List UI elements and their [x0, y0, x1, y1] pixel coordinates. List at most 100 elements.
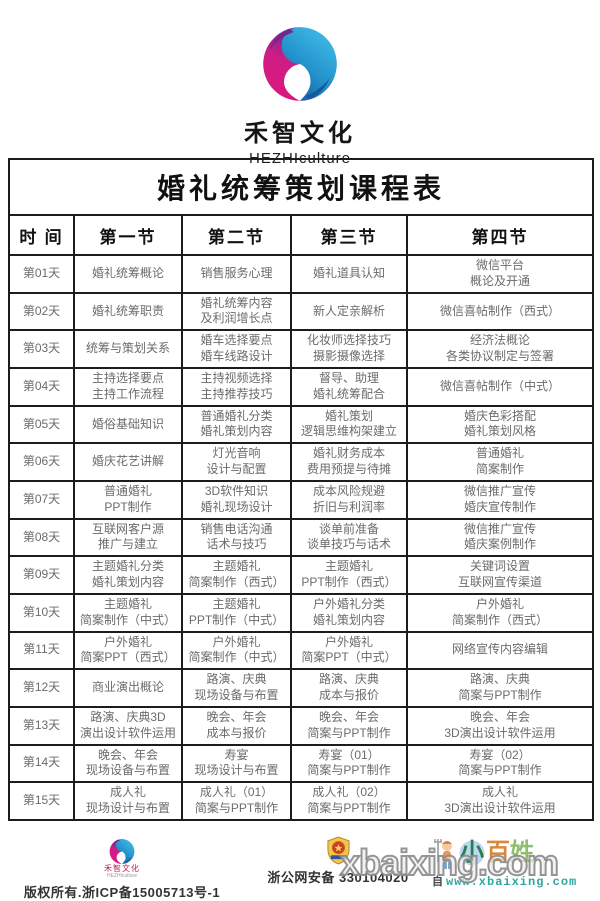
course-cell: 婚俗基础知识 [73, 404, 183, 445]
course-cell: 婚礼策划 逻辑思维构架建立 [290, 404, 408, 445]
police-badge-icon [326, 836, 350, 865]
course-cell: 婚礼统筹内容 及利润增长点 [181, 291, 292, 332]
course-cell: 路演、庆典3D 演出设计软件运用 [73, 705, 183, 746]
course-cell: 网络宣传内容编辑 [405, 630, 595, 671]
course-cell: 3D软件知识 婚礼现场设计 [181, 479, 292, 520]
partial-text: 自 [432, 876, 443, 888]
day-cell: 第12天 [8, 668, 75, 708]
course-cell: 成人礼（02） 简案与PPT制作 [290, 781, 408, 821]
table-row: 第09天 主题婚礼分类 婚礼策划内容 主题婚礼 简案制作（西式） 主题婚礼 PPT制作… [8, 555, 595, 595]
course-cell: 关键词设置 互联网宣传渠道 [405, 555, 595, 595]
header-session-2: 第二节 [181, 214, 292, 256]
day-cell: 第03天 [8, 329, 75, 369]
course-cell: 婚庆花艺讲解 [73, 442, 183, 482]
icp-copyright-text: 版权所有.浙ICP备15005713号-1 [23, 885, 221, 900]
course-cell: 婚车选择要点 婚车线路设计 [181, 329, 292, 369]
course-cell: 婚礼道具认知 [290, 254, 408, 294]
table-row: 第05天 婚俗基础知识 普通婚礼分类 婚礼策划内容 婚礼策划 逻辑思维构架建立 婚庆色彩… [8, 404, 595, 445]
table-row: 第08天 互联网客户源 推广与建立 销售电话沟通 话术与技巧 谈单前准备 谈单技巧与话… [8, 517, 595, 558]
course-cell: 户外婚礼 简案PPT（西式） [73, 630, 183, 671]
course-cell: 成人礼（01） 简案与PPT制作 [181, 781, 292, 821]
table-row: 第06天 婚庆花艺讲解 灯光音响 设计与配置 婚礼财务成本 费用预提与待摊 普通婚礼 简… [8, 442, 595, 482]
table-row: 第14天 晚会、年会 现场设备与布置 寿宴 现场设计与布置 寿宴（01） 简案与PPT… [8, 743, 595, 784]
site-url-text: www.xbaixing.com [446, 875, 578, 889]
course-cell: 户外婚礼 简案制作（中式） [181, 630, 292, 671]
course-cell: 寿宴（02） 简案与PPT制作 [405, 743, 595, 784]
course-cell: 户外婚礼 简案PPT（中式） [290, 630, 408, 671]
hezhi-mini-logo-icon [107, 838, 137, 865]
footer-copyright-block: 禾智文化 HEZHIculture 版权所有.浙ICP备15005713号-1 [22, 838, 222, 901]
day-cell: 第05天 [8, 404, 75, 445]
course-cell: 主题婚礼 PPT制作（西式） [290, 555, 408, 595]
course-cell: 主题婚礼 简案制作（西式） [181, 555, 292, 595]
course-cell: 普通婚礼分类 婚礼策划内容 [181, 404, 292, 445]
course-cell: 婚庆色彩搭配 婚礼策划风格 [405, 404, 595, 445]
course-cell: 户外婚礼 简案制作（西式） [405, 592, 595, 633]
table-row: 第12天 商业演出概论 路演、庆典 现场设备与布置 路演、庆典 成本与报价 路演、庆典 … [8, 668, 595, 708]
farmer-mascot-icon [434, 839, 452, 869]
table-row: 第07天 普通婚礼 PPT制作 3D软件知识 婚礼现场设计 成本风险规避 折旧与利润率… [8, 479, 595, 520]
table-row: 第02天 婚礼统筹职责 婚礼统筹内容 及利润增长点 新人定亲解析 微信喜帖制作（西式） [8, 291, 595, 332]
table-title-row: 婚礼统筹策划课程表 [7, 158, 595, 216]
course-cell: 微信喜帖制作（中式） [405, 366, 595, 407]
xbaixing-mascot-logo: 小 百 姓 [432, 838, 598, 870]
course-cell: 微信平台 概论及开通 [405, 254, 595, 294]
day-cell: 第15天 [8, 781, 75, 821]
table-row: 第01天 婚礼统筹概论 销售服务心理 婚礼道具认知 微信平台 概论及开通 [8, 254, 595, 294]
day-cell: 第08天 [8, 517, 75, 558]
course-cell: 统筹与策划关系 [73, 329, 183, 369]
course-cell: 主题婚礼分类 婚礼策划内容 [73, 555, 183, 595]
header-session-4: 第四节 [405, 214, 595, 256]
course-cell: 督导、助理 婚礼统筹配合 [290, 366, 408, 407]
mascot-char-xing: 姓 [510, 840, 534, 866]
course-cell: 主题婚礼 PPT制作（中式） [181, 592, 292, 633]
footer-security-block: 浙公网安备 330104020 [238, 836, 438, 886]
course-cell: 互联网客户源 推广与建立 [73, 517, 183, 558]
course-cell: 主持选择要点 主持工作流程 [73, 366, 183, 407]
site-url-row: 自 www.xbaixing.com [432, 872, 598, 890]
course-cell: 销售电话沟通 话术与技巧 [181, 517, 292, 558]
day-cell: 第06天 [8, 442, 75, 482]
course-cell: 普通婚礼 简案制作 [405, 442, 595, 482]
course-cell: 主题婚礼 简案制作（中式） [73, 592, 183, 633]
brand-name-cn: 禾智文化 [244, 120, 356, 147]
course-cell: 路演、庆典 现场设备与布置 [181, 668, 292, 708]
course-cell: 路演、庆典 简案与PPT制作 [405, 668, 595, 708]
course-cell: 化妆师选择技巧 摄影摄像选择 [290, 329, 408, 369]
footer-site-block: 小 百 姓 自 www.xbaixing.com [432, 838, 598, 890]
course-cell: 婚礼统筹概论 [73, 254, 183, 294]
course-cell: 寿宴（01） 简案与PPT制作 [290, 743, 408, 784]
header-time: 时 间 [8, 214, 75, 256]
footer: 禾智文化 HEZHIculture 版权所有.浙ICP备15005713号-1 … [0, 836, 600, 900]
day-cell: 第04天 [8, 366, 75, 407]
day-cell: 第02天 [8, 291, 75, 332]
table-row: 第11天 户外婚礼 简案PPT（西式） 户外婚礼 简案制作（中式） 户外婚礼 简案PP… [8, 630, 595, 671]
hezhi-logo-icon [256, 24, 344, 104]
day-cell: 第11天 [8, 630, 75, 671]
header-session-1: 第一节 [73, 214, 183, 256]
course-cell: 销售服务心理 [181, 254, 292, 294]
table-row: 第15天 成人礼 现场设计与布置 成人礼（01） 简案与PPT制作 成人礼（02） 简… [8, 781, 595, 821]
mascot-char-bai: 百 [486, 840, 510, 866]
course-cell: 微信推广宣传 婚庆宣传制作 [405, 479, 595, 520]
footer-brand-en: HEZHIculture [106, 873, 137, 879]
course-cell: 谈单前准备 谈单技巧与话术 [290, 517, 408, 558]
table-row: 第03天 统筹与策划关系 婚车选择要点 婚车线路设计 化妆师选择技巧 摄影摄像选择 经济… [8, 329, 595, 369]
course-cell: 婚礼统筹职责 [73, 291, 183, 332]
day-cell: 第01天 [8, 254, 75, 294]
table-title: 婚礼统筹策划课程表 [7, 158, 595, 216]
course-cell: 主持视频选择 主持推荐技巧 [181, 366, 292, 407]
day-cell: 第07天 [8, 479, 75, 520]
table-header-row: 时 间 第一节 第二节 第三节 第四节 [8, 214, 595, 256]
course-cell: 婚礼财务成本 费用预提与待摊 [290, 442, 408, 482]
course-cell: 路演、庆典 成本与报价 [290, 668, 408, 708]
public-security-text: 浙公网安备 330104020 [267, 870, 409, 885]
footer-brand-cn: 禾智文化 [104, 864, 140, 873]
course-cell: 寿宴 现场设计与布置 [181, 743, 292, 784]
course-cell: 成人礼 现场设计与布置 [73, 781, 183, 821]
course-cell: 商业演出概论 [73, 668, 183, 708]
course-cell: 晚会、年会 3D演出设计软件运用 [405, 705, 595, 746]
course-table: 婚礼统筹策划课程表 时 间 第一节 第二节 第三节 第四节 第01天 婚礼统筹概论… [7, 158, 595, 821]
course-cell: 成人礼 3D演出设计软件运用 [405, 781, 595, 821]
